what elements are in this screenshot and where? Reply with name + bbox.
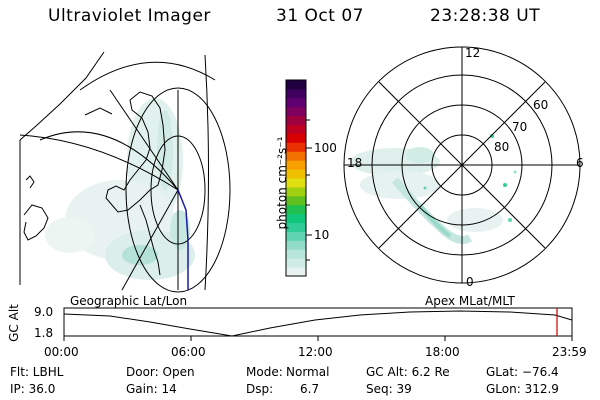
gc-altitude-info: GC Alt: 6.2 Re (366, 365, 450, 379)
colorbar-band (286, 88, 306, 99)
lat-circle-outer (125, 87, 231, 293)
colorbar-band (286, 80, 306, 90)
mlt-label-12: 12 (465, 46, 481, 60)
meridian-3 (121, 189, 179, 291)
dsp-value: 6.7 (300, 382, 320, 396)
colorbar-band (286, 267, 306, 277)
colorbar-band (286, 231, 306, 241)
colorbar-band (286, 195, 306, 206)
colorbar-band (286, 222, 306, 232)
altitude-curve (63, 310, 573, 337)
mlt-label-6: 6 (576, 156, 584, 170)
colorbar-band (286, 213, 306, 224)
observation-date: 31 Oct 07 (276, 6, 364, 26)
colorbar-band (286, 186, 306, 197)
dsp-label: Dsp: (246, 382, 274, 396)
colorbar-band (286, 160, 306, 170)
geo-longitude-info: GLon: 312.9 (486, 382, 559, 396)
door-info: Door: Open (126, 365, 195, 379)
coastline-south (139, 204, 161, 276)
mlt-label-18: 18 (347, 156, 363, 170)
colorbar-band (286, 106, 306, 117)
mlat-label-60: 60 (533, 98, 549, 112)
map-boundary-nw (19, 51, 105, 141)
mlat-label-70: 70 (512, 120, 528, 134)
mlat-label-80: 80 (494, 140, 510, 154)
timeline-xtick-0: 00:00 (44, 345, 79, 359)
coastline-island (23, 204, 49, 241)
sequence-info: Seq: 39 (366, 382, 412, 396)
ip-info: IP: 36.0 (10, 382, 56, 396)
filter-info: Flt: LBHL (10, 365, 64, 379)
gain-info: Gain: 14 (126, 382, 177, 396)
meridian-2 (109, 89, 179, 191)
timeline-xtick-3: 18:00 (425, 345, 460, 359)
geographic-panel-label: Geographic Lat/Lon (70, 294, 188, 308)
magnetic-panel-label: Apex MLat/MLT (425, 294, 515, 308)
colorbar-band (286, 115, 306, 126)
mlt-label-0: 0 (466, 275, 474, 289)
coastline-peninsula (105, 91, 166, 213)
colorbar-band (286, 204, 306, 215)
colorbar-label-100: 100 (314, 141, 337, 155)
instrument-title: Ultraviolet Imager (48, 6, 211, 26)
satellite-track (177, 189, 189, 290)
colorbar-band (286, 142, 306, 152)
mode-value: Normal (286, 365, 330, 379)
colorbar-band (286, 97, 306, 108)
timeline-ytick-max: 9.0 (34, 305, 54, 319)
colorbar-band (286, 133, 306, 143)
colorbar-band (286, 169, 306, 179)
colorbar-band (286, 240, 306, 250)
timeline-xtick-4: 23:59 (552, 345, 587, 359)
observation-time: 23:28:38 UT (430, 6, 541, 26)
lon-arc-right (204, 54, 209, 291)
colorbar-band (286, 124, 306, 134)
lat-arc-top (79, 61, 216, 91)
colorbar-band (286, 151, 306, 161)
geo-latitude-info: GLat: −76.4 (486, 365, 559, 379)
timeline-xtick-2: 12:00 (298, 345, 333, 359)
mode-label: Mode: (246, 365, 283, 379)
timeline-ytick-min: 1.8 (34, 326, 54, 340)
colorbar-frame (285, 79, 307, 277)
timeline-xtick-1: 06:00 (171, 345, 206, 359)
coastline-islet (25, 175, 35, 189)
colorbar-label-10: 10 (314, 228, 330, 242)
colorbar-band (286, 249, 306, 259)
aurora-spots (423, 134, 517, 222)
timeline-ylabel: GC Alt (7, 304, 21, 342)
colorbar-scale (286, 80, 306, 277)
colorbar-band (286, 258, 306, 268)
coastline-north (84, 107, 113, 116)
colorbar-band (286, 178, 306, 188)
mlt-line-diag-2 (378, 81, 546, 249)
